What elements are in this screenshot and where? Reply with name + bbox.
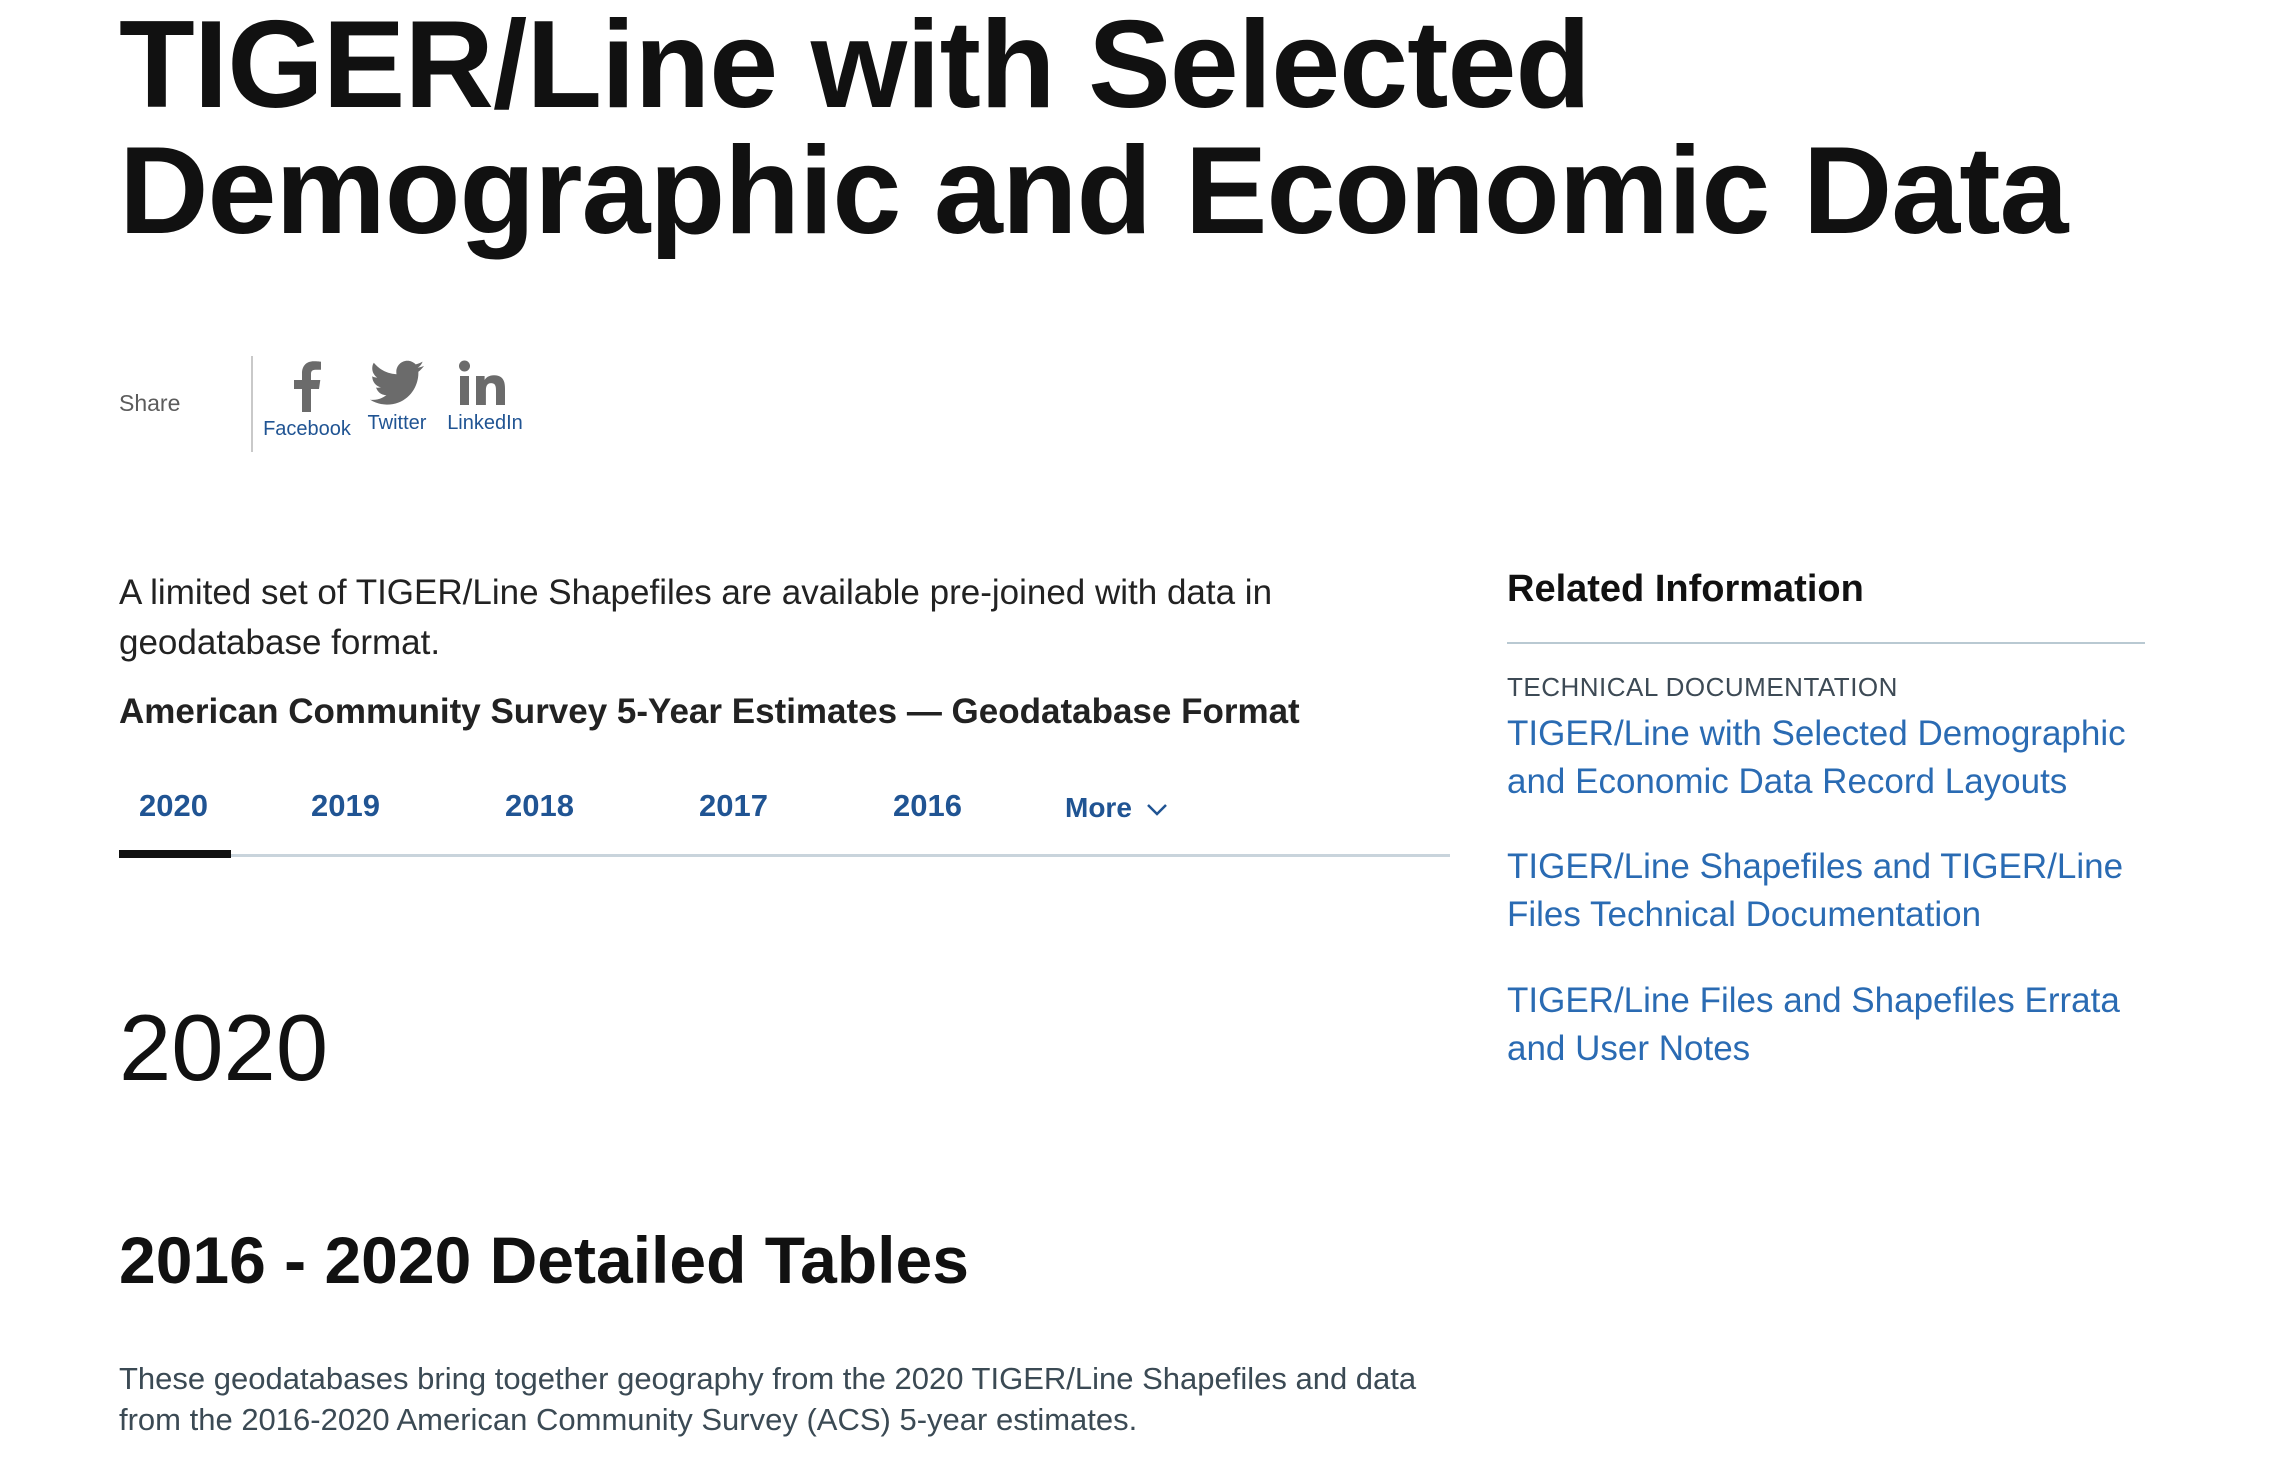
share-facebook-label: Facebook	[263, 418, 351, 441]
linkedin-icon	[458, 360, 512, 406]
share-label: Share	[119, 390, 180, 417]
related-link-technical-documentation[interactable]: TIGER/Line Shapefiles and TIGER/Line Fil…	[1507, 843, 2167, 939]
tab-2016[interactable]: 2016	[893, 788, 962, 824]
share-facebook-button[interactable]: Facebook	[262, 360, 352, 441]
related-link-errata-user-notes[interactable]: TIGER/Line Files and Shapefiles Errata a…	[1507, 977, 2167, 1073]
year-tabs: 2020 2019 2018 2017 2016 More	[119, 770, 1450, 860]
year-heading: 2020	[119, 994, 328, 1102]
detailed-tables-heading: 2016 - 2020 Detailed Tables	[119, 1222, 969, 1298]
tab-more[interactable]: More	[1065, 792, 1168, 824]
related-category-label: TECHNICAL DOCUMENTATION	[1507, 672, 1898, 703]
tab-2019[interactable]: 2019	[311, 788, 380, 824]
related-divider	[1507, 642, 2145, 644]
share-divider	[251, 356, 253, 452]
page-title: TIGER/Line with Selected Demographic and…	[119, 2, 2119, 254]
tab-2017[interactable]: 2017	[699, 788, 768, 824]
related-link-record-layouts[interactable]: TIGER/Line with Selected Demographic and…	[1507, 710, 2167, 806]
share-twitter-button[interactable]: Twitter	[357, 360, 437, 435]
tab-2018[interactable]: 2018	[505, 788, 574, 824]
share-twitter-label: Twitter	[368, 412, 427, 435]
intro-text: A limited set of TIGER/Line Shapefiles a…	[119, 568, 1419, 668]
share-linkedin-label: LinkedIn	[447, 412, 523, 435]
facebook-icon	[292, 360, 322, 412]
section-label: American Community Survey 5-Year Estimat…	[119, 692, 1300, 732]
share-linkedin-button[interactable]: LinkedIn	[443, 360, 527, 435]
related-information-heading: Related Information	[1507, 568, 1864, 611]
detailed-tables-description: These geodatabases bring together geogra…	[119, 1358, 1419, 1440]
twitter-icon	[370, 360, 424, 406]
tabs-divider	[119, 854, 1450, 857]
tab-more-label: More	[1065, 792, 1132, 824]
chevron-down-icon	[1146, 792, 1168, 824]
active-tab-indicator	[119, 850, 231, 858]
tab-2020[interactable]: 2020	[139, 788, 208, 824]
